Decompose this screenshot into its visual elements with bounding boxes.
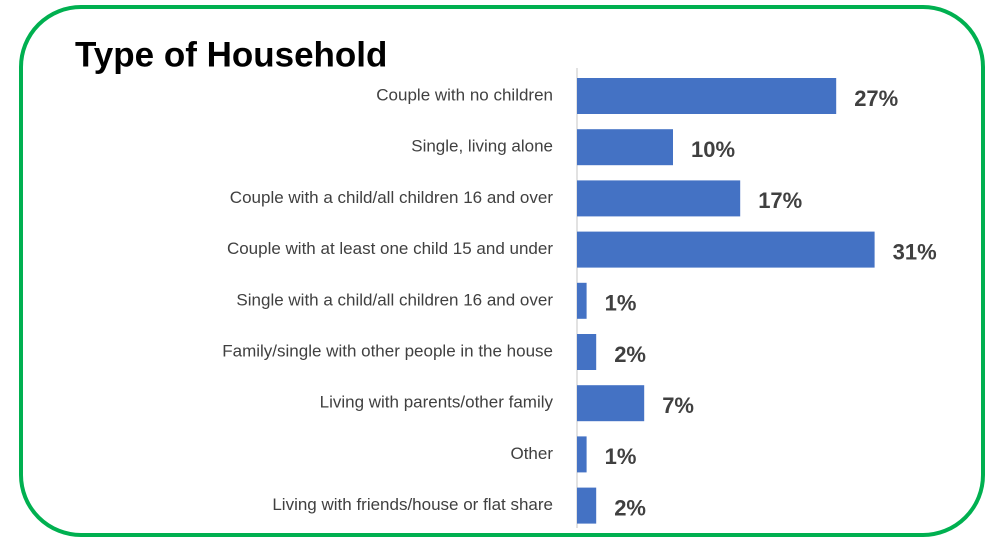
frame — [19, 5, 985, 537]
value-label: 31% — [893, 239, 937, 264]
category-label: Couple with no children — [376, 85, 553, 104]
category-label: Other — [510, 444, 553, 463]
bar — [577, 231, 875, 268]
value-label: 1% — [605, 444, 637, 469]
value-label: 17% — [758, 188, 802, 213]
bar — [577, 129, 673, 166]
bar — [577, 487, 597, 524]
category-label: Couple with a child/all children 16 and … — [230, 188, 554, 207]
value-label: 1% — [605, 291, 637, 316]
category-label: Family/single with other people in the h… — [222, 341, 553, 360]
bar — [577, 385, 645, 422]
bar — [577, 334, 597, 370]
value-label: 2% — [614, 342, 646, 367]
value-label: 10% — [691, 137, 735, 162]
category-label: Single with a child/all children 16 and … — [236, 290, 553, 309]
bar — [577, 436, 587, 473]
value-label: 27% — [854, 86, 898, 111]
value-label: 7% — [662, 393, 694, 418]
bar — [577, 180, 741, 217]
value-label: 2% — [614, 495, 646, 520]
category-label: Living with friends/house or flat share — [272, 495, 553, 514]
chart-title: Type of Household — [75, 35, 387, 74]
category-label: Couple with at least one child 15 and un… — [227, 239, 553, 258]
bar — [577, 282, 587, 319]
category-label: Single, living alone — [411, 137, 553, 156]
category-label: Living with parents/other family — [320, 393, 554, 412]
bar — [577, 78, 837, 114]
